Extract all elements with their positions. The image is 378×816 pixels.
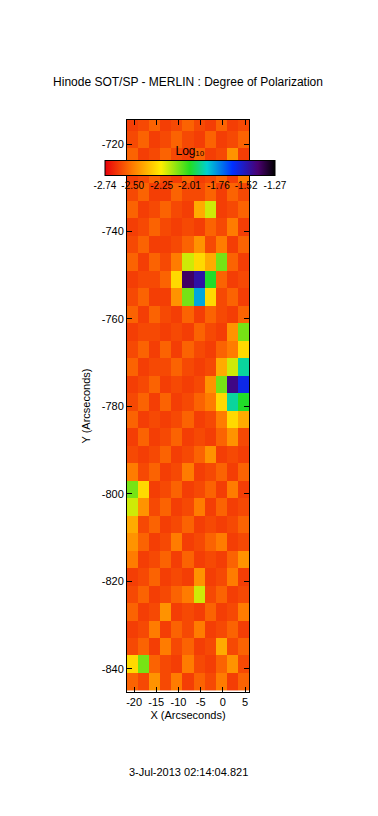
svg-text:X (Arcseconds): X (Arcseconds): [150, 709, 225, 721]
svg-text:Log₁₀: Log₁₀: [175, 144, 204, 158]
svg-text:-720: -720: [102, 138, 124, 150]
svg-text:-800: -800: [102, 488, 124, 500]
svg-text:-20: -20: [126, 696, 142, 708]
svg-text:-1.76: -1.76: [207, 180, 230, 191]
svg-text:-2.25: -2.25: [150, 180, 173, 191]
svg-text:-820: -820: [102, 575, 124, 587]
svg-text:0: 0: [220, 696, 226, 708]
svg-text:-15: -15: [148, 696, 164, 708]
svg-text:-5: -5: [196, 696, 206, 708]
svg-text:-1.52: -1.52: [235, 180, 258, 191]
svg-text:-2.74: -2.74: [94, 180, 117, 191]
svg-text:3-Jul-2013 02:14:04.821: 3-Jul-2013 02:14:04.821: [129, 766, 248, 778]
svg-text:Y (Arcseconds): Y (Arcseconds): [80, 369, 92, 444]
svg-text:Hinode SOT/SP - MERLIN : Degre: Hinode SOT/SP - MERLIN : Degree of Polar…: [53, 75, 323, 89]
svg-text:-2.01: -2.01: [178, 180, 201, 191]
svg-text:-760: -760: [102, 313, 124, 325]
svg-text:-840: -840: [102, 663, 124, 675]
svg-text:-1.27: -1.27: [264, 180, 287, 191]
svg-text:-10: -10: [171, 696, 187, 708]
svg-text:5: 5: [242, 696, 248, 708]
svg-text:-780: -780: [102, 400, 124, 412]
svg-text:-2.50: -2.50: [121, 180, 144, 191]
svg-text:-740: -740: [102, 225, 124, 237]
